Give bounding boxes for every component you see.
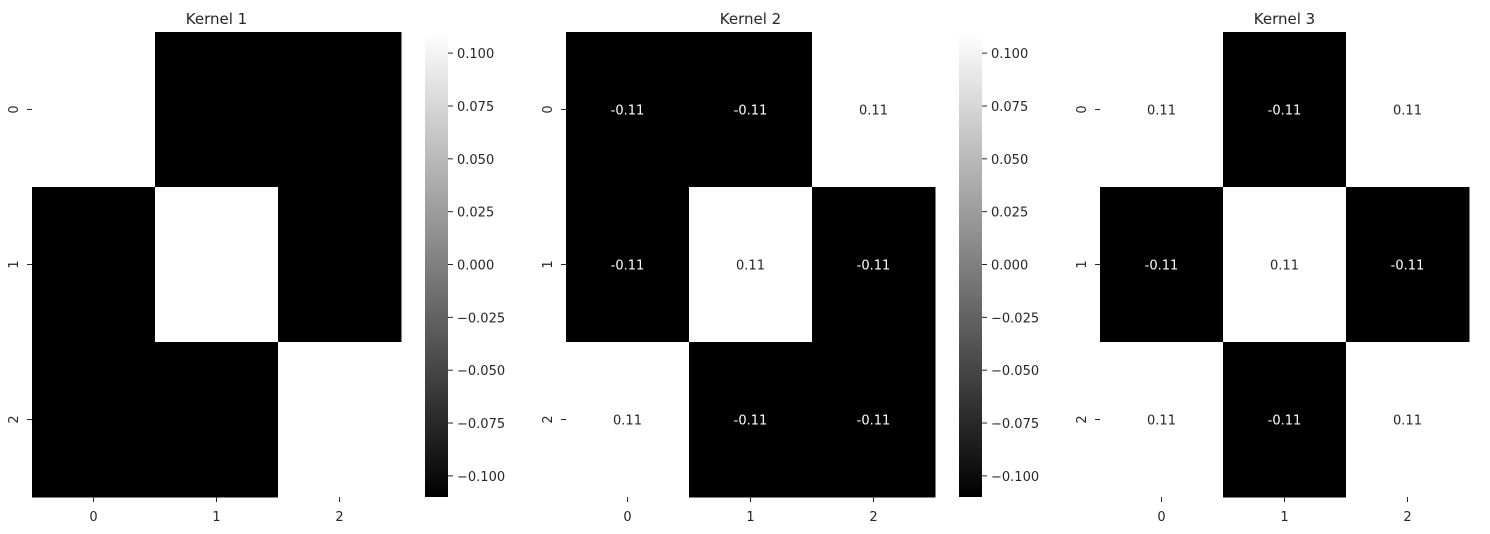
cell-annotation: 0.11 [736, 259, 765, 274]
colorbar-tick-label: 0.050 [457, 153, 494, 168]
heatmap-cell [689, 342, 813, 498]
heatmap-cell [812, 32, 936, 188]
colorbar-tick-label: −0.100 [457, 470, 505, 485]
heatmap-cell [566, 187, 690, 343]
colorbar-tick-label: 0.000 [991, 259, 1028, 274]
cell-annotation: -0.11 [611, 104, 645, 119]
heatmap-cell [155, 342, 279, 498]
colorbar-tick-label: −0.075 [457, 417, 505, 432]
colorbar-tick-label: −0.025 [991, 311, 1039, 326]
colorbar-tick-label: 0.075 [457, 100, 494, 115]
colorbar-tick-label: −0.050 [457, 364, 505, 379]
cell-annotation: 0.11 [859, 104, 888, 119]
cell-annotation: -0.11 [611, 259, 645, 274]
colorbar-tick-label: 0.000 [457, 259, 494, 274]
colorbar: 0.100 0.075 0.050 0.025 0.000 −0.025 −0.050 −0.… [425, 32, 505, 497]
cell-annotation: -0.11 [1268, 104, 1302, 119]
y-tick-label: 2 [1075, 415, 1090, 423]
heatmap-cell [1100, 342, 1224, 498]
y-tick-label: 1 [7, 260, 22, 268]
heatmap-cell [1346, 32, 1470, 188]
cell-annotation: 0.11 [1147, 104, 1176, 119]
heatmap-cell [689, 32, 813, 188]
y-tick-label: 1 [541, 260, 556, 268]
colorbar-tick-label: −0.100 [991, 470, 1039, 485]
colorbar-gradient [959, 32, 982, 497]
y-tick-label: 2 [541, 415, 556, 423]
colorbar: 0.100 0.075 0.050 0.025 0.000 −0.025 −0.050 −0.… [959, 32, 1039, 497]
heatmap-panel-2: Kernel 2 -0.11 -0.11 0.11 -0.11 0.11 -0.11 0.11… [541, 10, 1039, 525]
x-tick-label: 2 [869, 510, 877, 525]
cell-annotation: -0.11 [734, 414, 768, 429]
x-tick-label: 2 [1403, 510, 1411, 525]
heatmap-cell [32, 342, 156, 498]
heatmap-cell [278, 32, 402, 188]
x-tick-label: 0 [623, 510, 631, 525]
y-tick-label: 1 [1075, 260, 1090, 268]
x-tick-label: 2 [335, 510, 343, 525]
heatmap-cell [1346, 342, 1470, 498]
heatmap-cell [32, 32, 156, 188]
colorbar-tick-label: −0.050 [991, 364, 1039, 379]
cell-annotation: -0.11 [1145, 259, 1179, 274]
heatmap-cell [689, 187, 813, 343]
colorbar-tick-label: 0.075 [991, 100, 1028, 115]
y-tick-label: 2 [7, 415, 22, 423]
heatmap-panel-1: Kernel 1 0 1 2 0 1 2 0.100 0.075 0.050 0.025 0.000 −… [7, 10, 505, 525]
heatmap-cell [278, 187, 402, 343]
x-tick-label: 1 [746, 510, 754, 525]
colorbar-gradient [425, 32, 448, 497]
colorbar-tick-label: 0.100 [991, 47, 1028, 62]
heatmap-title: Kernel 3 [1254, 10, 1315, 28]
colorbar-tick-label: 0.025 [457, 206, 494, 221]
cell-annotation: -0.11 [1391, 259, 1425, 274]
cell-annotation: -0.11 [857, 414, 891, 429]
heatmap-title: Kernel 1 [186, 10, 247, 28]
colorbar-tick-label: −0.075 [991, 417, 1039, 432]
heatmap-cell [812, 187, 936, 343]
colorbar-tick-label: 0.025 [991, 206, 1028, 221]
heatmap-cell [1100, 187, 1224, 343]
heatmap-cell [1100, 32, 1224, 188]
x-tick-label: 0 [1157, 510, 1165, 525]
heatmap-cell [812, 342, 936, 498]
y-tick-label: 0 [1075, 105, 1090, 113]
heatmap-cell [1223, 187, 1347, 343]
cell-annotation: 0.11 [1270, 259, 1299, 274]
cell-annotation: 0.11 [1393, 414, 1422, 429]
colorbar-tick-label: 0.100 [457, 47, 494, 62]
heatmap-cell [566, 32, 690, 188]
cell-annotation: -0.11 [1268, 414, 1302, 429]
cell-annotation: -0.11 [857, 259, 891, 274]
cell-annotation: 0.11 [1147, 414, 1176, 429]
heatmap-cell [1346, 187, 1470, 343]
cell-annotation: 0.11 [613, 414, 642, 429]
x-tick-label: 0 [89, 510, 97, 525]
heatmap-panel-3: Kernel 3 0.11 -0.11 0.11 -0.11 0.11 -0.11 0.11 -… [1075, 10, 1470, 525]
heatmap-cell [32, 187, 156, 343]
colorbar-tick-label: 0.050 [991, 153, 1028, 168]
heatmap-cell [1223, 342, 1347, 498]
x-tick-label: 1 [1280, 510, 1288, 525]
heatmap-cell [566, 342, 690, 498]
heatmap-cell [1223, 32, 1347, 188]
heatmap-cell [278, 342, 402, 498]
x-tick-label: 1 [212, 510, 220, 525]
heatmap-cell [155, 32, 279, 188]
heatmap-cell [155, 187, 279, 343]
heatmap-title: Kernel 2 [720, 10, 781, 28]
y-tick-label: 0 [7, 105, 22, 113]
cell-annotation: 0.11 [1393, 104, 1422, 119]
y-tick-label: 0 [541, 105, 556, 113]
colorbar-tick-label: −0.025 [457, 311, 505, 326]
cell-annotation: -0.11 [734, 104, 768, 119]
